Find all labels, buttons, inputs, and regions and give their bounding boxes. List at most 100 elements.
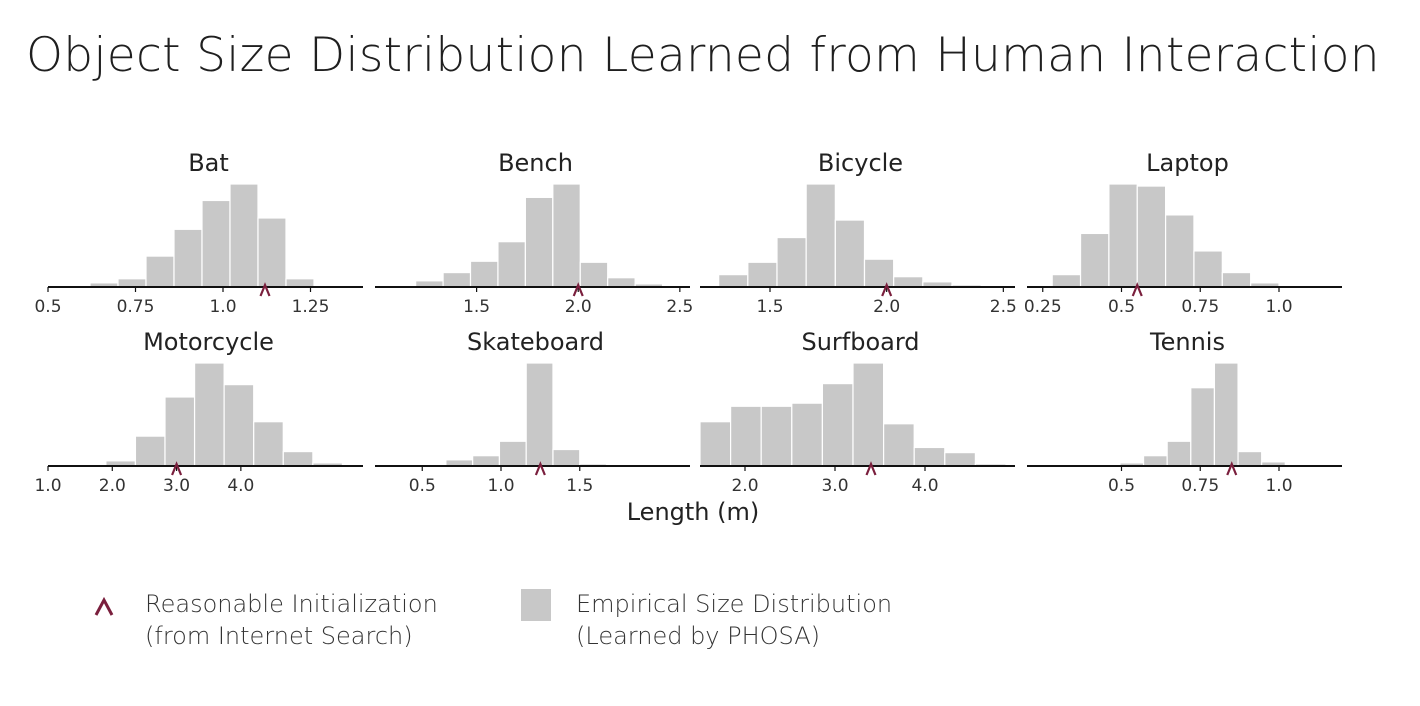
histogram-bar — [253, 421, 284, 467]
x-tick-label: 2.0 — [99, 476, 126, 496]
x-tick-label: 4.0 — [227, 476, 254, 496]
histogram-bar — [821, 383, 854, 467]
histogram-bar — [747, 261, 778, 288]
histogram-bar — [579, 261, 609, 288]
histogram-bar — [229, 183, 259, 288]
x-tick-label: 0.5 — [409, 476, 436, 496]
histogram-bar — [1136, 185, 1167, 288]
histogram-bar — [525, 362, 554, 467]
histogram-laptop: 0.25 0.5 0.75 1.0 Laptop — [1024, 149, 1342, 317]
x-tick-label: 3.0 — [163, 476, 190, 496]
histogram-bar — [498, 440, 527, 467]
x-tick-label: 4.0 — [911, 476, 938, 496]
histogram-bar — [497, 241, 526, 288]
panel-title-tennis: Tennis — [1149, 328, 1225, 356]
histogram-skateboard: 0.5 1.0 1.5 Skateboard — [375, 328, 690, 496]
legend-distribution-source: (Learned by PHOSA) — [576, 622, 821, 650]
x-tick-label: 1.5 — [756, 297, 783, 317]
histogram-motorcycle: 1.0 2.0 3.0 4.0 Motorcycle — [34, 328, 363, 496]
histogram-bar — [134, 435, 166, 467]
panel-title-motorcycle: Motorcycle — [143, 328, 274, 356]
histogram-surfboard: 2.0 3.0 4.0 Surfboard Length (m) — [627, 328, 1015, 526]
caret-marker-icon — [94, 596, 114, 616]
initialization-marker — [572, 282, 584, 297]
x-tick-label: 1.0 — [34, 476, 61, 496]
x-tick-label: 0.25 — [1024, 297, 1062, 317]
histogram-bar — [607, 277, 636, 288]
histogram-bar — [760, 405, 793, 467]
histogram-bar — [834, 219, 866, 288]
x-tick-label: 1.0 — [1265, 297, 1292, 317]
x-tick-label: 2.0 — [565, 297, 592, 317]
panel-title-bicycle: Bicycle — [818, 149, 903, 177]
legend-distribution: Empirical Size Distribution (Learned by … — [521, 588, 892, 652]
initialization-marker — [171, 461, 183, 476]
histogram-bar — [1142, 455, 1168, 467]
x-tick-label: 2.5 — [990, 297, 1017, 317]
initialization-marker — [1131, 282, 1143, 297]
histogram-bar — [145, 255, 175, 288]
x-tick-label: 1.0 — [487, 476, 514, 496]
panel-title-skateboard: Skateboard — [467, 328, 604, 356]
histogram-bar — [193, 362, 225, 467]
initialization-marker — [259, 282, 271, 297]
initialization-marker — [881, 282, 893, 297]
histogram-bar — [552, 183, 581, 288]
histogram-bar — [201, 199, 231, 288]
histogram-bar — [944, 452, 976, 467]
histogram-bar — [863, 258, 895, 288]
x-tick-label: 2.0 — [873, 297, 900, 317]
histogram-bar — [1051, 274, 1082, 288]
histogram-bar — [913, 446, 946, 467]
histogram-bar — [524, 196, 554, 288]
x-tick-label: 1.0 — [1265, 476, 1292, 496]
panel-title-bench: Bench — [498, 149, 573, 177]
panel-title-laptop: Laptop — [1146, 149, 1229, 177]
histogram-bar — [1166, 440, 1192, 467]
x-tick-label: 0.5 — [1108, 476, 1135, 496]
histogram-bar — [1190, 387, 1216, 467]
histogram-bar — [893, 276, 924, 288]
histogram-bar — [882, 423, 915, 467]
histogram-bench: 1.5 2.0 2.5 Bench — [375, 149, 693, 317]
initialization-marker — [534, 461, 546, 476]
histogram-bar — [285, 278, 315, 288]
histogram-bar — [791, 402, 823, 467]
histogram-bar — [1193, 250, 1223, 288]
page-title: Object Size Distribution Learned from Hu… — [26, 28, 1380, 83]
x-axis-label: Length (m) — [627, 498, 760, 526]
x-tick-label: 1.5 — [566, 476, 593, 496]
x-tick-label: 2.0 — [731, 476, 758, 496]
legend-distribution-label: Empirical Size Distribution — [576, 590, 893, 618]
legend-initialization: Reasonable Initialization (from Internet… — [90, 588, 438, 652]
initialization-marker — [1226, 461, 1238, 476]
histogram-bar — [472, 455, 501, 467]
histogram-bar — [1164, 214, 1195, 288]
x-tick-label: 1.25 — [292, 297, 330, 317]
histogram-bar — [442, 271, 472, 288]
histogram-bicycle: 1.5 2.0 2.5 Bicycle — [700, 149, 1017, 317]
histogram-bar — [173, 228, 203, 288]
x-tick-label: 1.5 — [463, 297, 490, 317]
histogram-bar — [257, 217, 287, 288]
panel-title-surfboard: Surfboard — [801, 328, 919, 356]
histogram-bar — [282, 450, 314, 467]
panel-title-bat: Bat — [188, 149, 229, 177]
x-tick-label: 3.0 — [821, 476, 848, 496]
histogram-bar — [776, 236, 807, 288]
histogram-bar — [718, 274, 749, 288]
x-tick-label: 0.5 — [1108, 297, 1135, 317]
histogram-bar — [699, 421, 732, 467]
legend-initialization-label: Reasonable Initialization — [145, 590, 438, 618]
histogram-bar — [1237, 450, 1263, 467]
histogram-bar — [852, 362, 885, 467]
initialization-marker — [865, 461, 877, 476]
x-tick-label: 1.0 — [209, 297, 236, 317]
histogram-bat: 0.5 0.75 1.0 1.25 Bat — [34, 149, 363, 317]
histogram-bar — [1108, 183, 1138, 288]
x-tick-label: 0.75 — [117, 297, 155, 317]
histogram-bar — [1213, 362, 1239, 467]
histogram-bar — [469, 260, 499, 288]
x-tick-label: 2.5 — [666, 297, 693, 317]
